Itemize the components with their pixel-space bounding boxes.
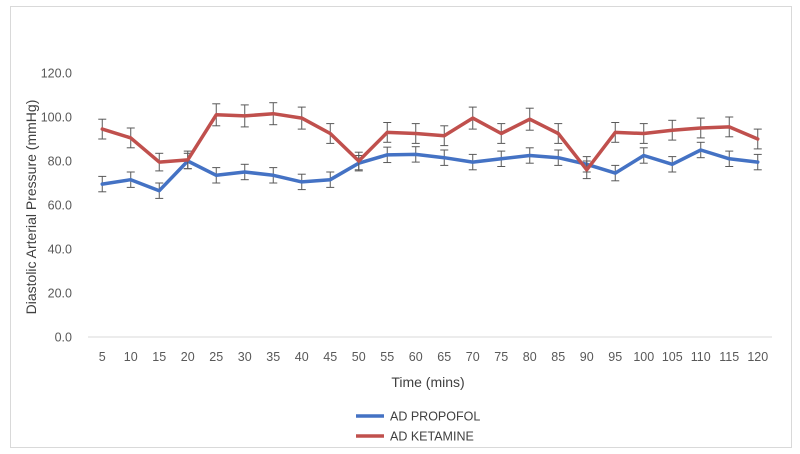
x-tick-label: 55 bbox=[380, 350, 394, 364]
x-tick-label: 50 bbox=[352, 350, 366, 364]
x-tick-label: 35 bbox=[266, 350, 280, 364]
x-tick-label: 80 bbox=[523, 350, 537, 364]
series-ad-propofol bbox=[98, 141, 762, 199]
x-tick-label: 100 bbox=[633, 350, 654, 364]
x-tick-label: 20 bbox=[181, 350, 195, 364]
x-tick-label: 105 bbox=[662, 350, 683, 364]
series-layer bbox=[98, 102, 762, 199]
x-tick-label: 90 bbox=[580, 350, 594, 364]
y-tick-label: 120.0 bbox=[41, 67, 72, 81]
x-axis-ticks: 5 10 15 20 25 30 35 40 45 50 55 60 65 70 75 80 85 90 95 100… bbox=[99, 350, 768, 364]
x-tick-label: 115 bbox=[719, 350, 739, 364]
y-tick-label: 100.0 bbox=[41, 111, 72, 125]
x-axis-title: Time (mins) bbox=[391, 374, 464, 390]
x-tick-label: 65 bbox=[437, 350, 451, 364]
x-tick-label: 95 bbox=[608, 350, 622, 364]
x-tick-label: 45 bbox=[323, 350, 337, 364]
x-tick-label: 30 bbox=[238, 350, 252, 364]
x-tick-label: 75 bbox=[494, 350, 508, 364]
series-line bbox=[100, 148, 760, 193]
series-line bbox=[100, 111, 760, 172]
legend-item: AD KETAMINE bbox=[356, 430, 474, 444]
y-tick-label: 20.0 bbox=[48, 287, 72, 301]
x-tick-label: 25 bbox=[209, 350, 223, 364]
x-tick-label: 5 bbox=[99, 350, 106, 364]
x-tick-label: 85 bbox=[551, 350, 565, 364]
series-ad-ketamine bbox=[98, 102, 762, 180]
y-axis-ticks: 0.0 20.0 40.0 60.0 80.0 100.0 120.0 bbox=[41, 67, 72, 345]
y-tick-label: 0.0 bbox=[55, 331, 72, 345]
y-tick-label: 40.0 bbox=[48, 243, 72, 257]
x-tick-label: 60 bbox=[409, 350, 423, 364]
y-tick-label: 80.0 bbox=[48, 155, 72, 169]
chart-frame bbox=[10, 6, 792, 448]
x-tick-label: 70 bbox=[466, 350, 480, 364]
x-tick-label: 10 bbox=[124, 350, 138, 364]
x-tick-label: 40 bbox=[295, 350, 309, 364]
y-tick-label: 60.0 bbox=[48, 199, 72, 213]
legend: AD PROPOFOL AD KETAMINE bbox=[356, 410, 480, 444]
x-tick-label: 120 bbox=[747, 350, 768, 364]
x-tick-label: 15 bbox=[152, 350, 166, 364]
legend-label: AD PROPOFOL bbox=[390, 410, 480, 424]
legend-label: AD KETAMINE bbox=[390, 430, 474, 444]
x-tick-label: 110 bbox=[691, 350, 711, 364]
y-axis-title: Diastolic Arterial Pressure (mmHg) bbox=[23, 100, 39, 315]
legend-item: AD PROPOFOL bbox=[356, 410, 480, 424]
